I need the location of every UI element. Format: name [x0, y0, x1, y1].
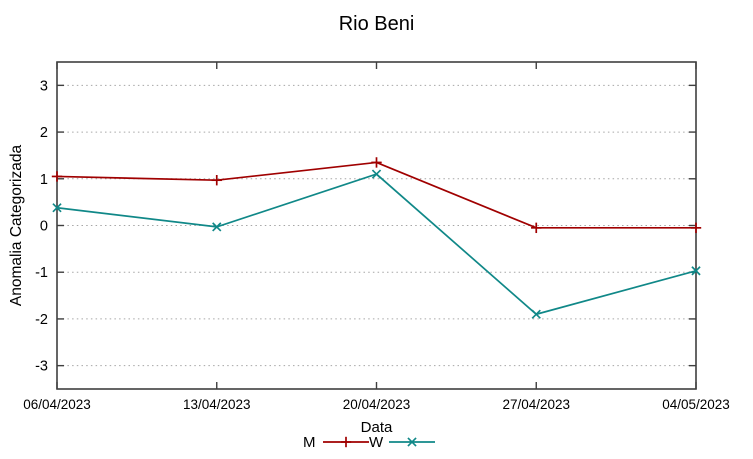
legend-label-M: M: [303, 434, 316, 451]
x-tick-label: 13/04/2023: [183, 397, 251, 412]
x-tick-label: 04/05/2023: [662, 397, 730, 412]
x-tick-label: 06/04/2023: [23, 397, 91, 412]
series-M-line: [56, 161, 696, 229]
series-W-marker: [212, 222, 222, 232]
x-axis-label: Data: [361, 419, 393, 436]
series-W-marker: [371, 169, 382, 179]
y-tick-label: 0: [40, 219, 48, 235]
y-tick-label: -3: [35, 359, 48, 375]
y-tick-label: 3: [40, 78, 48, 94]
x-tick-label: 27/04/2023: [502, 397, 570, 412]
y-tick-label: -1: [35, 265, 48, 281]
y-tick-label: -2: [35, 312, 48, 328]
series-W-marker: [52, 203, 62, 213]
plot-area: -3 -2 -1 0 1 2 3 06/04/2023 13/04/2023 20/04/2023…: [23, 61, 730, 412]
chart-title: Rio Beni: [339, 13, 415, 35]
x-tick-label: 20/04/2023: [343, 397, 411, 412]
series-W-marker: [531, 309, 541, 319]
series-W-marker: [691, 266, 701, 276]
y-tick-label: 2: [40, 125, 48, 141]
legend-label-W: W: [369, 434, 384, 451]
y-axis-label: Anomalia Categorizada: [8, 145, 25, 307]
series-W-line: [56, 173, 697, 316]
y-tick-label: 1: [40, 172, 48, 188]
legend-marker-W: [407, 437, 417, 447]
